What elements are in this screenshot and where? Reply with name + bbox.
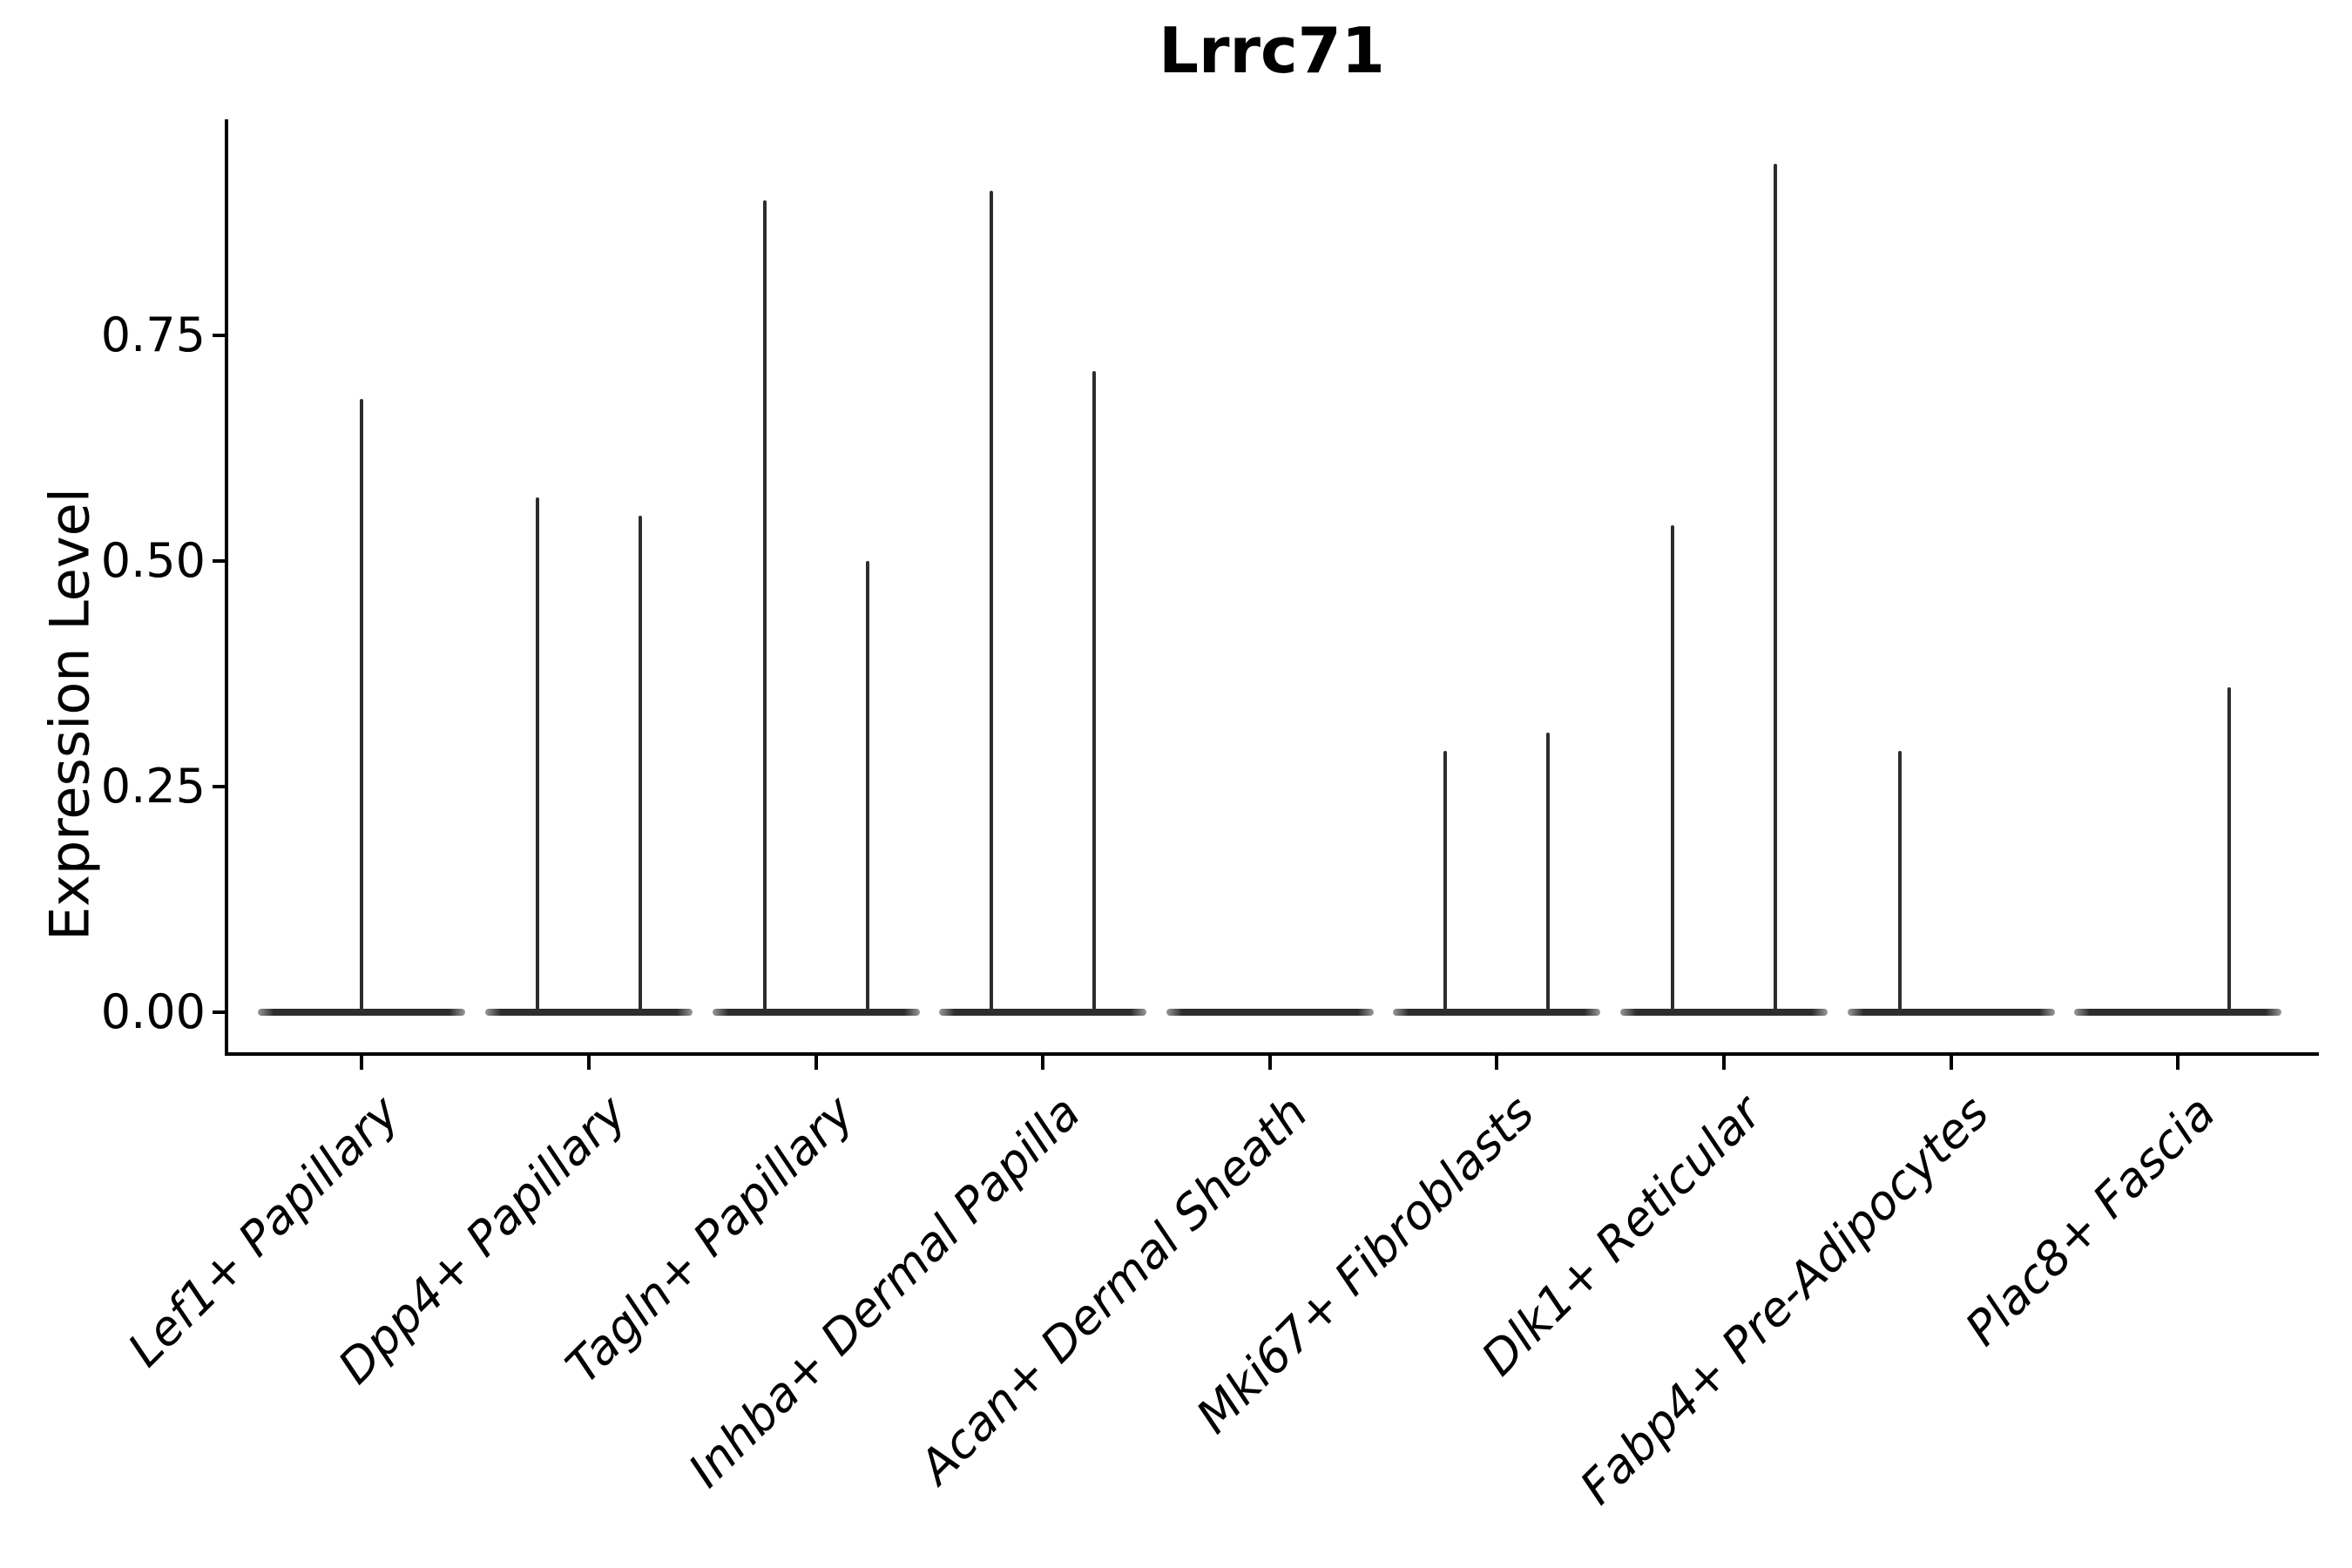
violin-spike: [1546, 732, 1551, 1012]
violin-spike: [865, 561, 869, 1012]
violin-baseline: [939, 1009, 1147, 1016]
y-tick-mark: [213, 785, 225, 788]
x-tick-label: Acan+ Dermal Sheath: [909, 1085, 1318, 1495]
x-tick-mark: [1949, 1056, 1953, 1070]
violin-spike: [639, 516, 642, 1012]
violin-spike: [360, 398, 364, 1012]
x-tick-mark: [587, 1056, 591, 1070]
violin-baseline: [1166, 1009, 1374, 1016]
x-tick-mark: [1041, 1056, 1045, 1070]
violin-spike: [1092, 371, 1097, 1012]
violin-spike: [1897, 750, 1902, 1012]
x-axis-spine: [225, 1052, 2319, 1056]
y-tick-mark: [213, 559, 225, 563]
violin-baseline: [712, 1009, 920, 1016]
x-tick-mark: [360, 1056, 364, 1070]
violin-spike: [536, 497, 539, 1012]
y-tick-label: 0.00: [100, 984, 206, 1039]
violin-spike: [1443, 750, 1448, 1012]
violin-baseline: [258, 1009, 466, 1016]
violin-spike: [762, 199, 767, 1012]
violin-baseline: [1847, 1009, 2055, 1016]
y-tick-mark: [213, 334, 225, 337]
x-tick-mark: [1267, 1056, 1272, 1070]
plot-title: Lrrc71: [1159, 14, 1385, 87]
x-tick-mark: [1495, 1056, 1499, 1070]
y-tick-label: 0.25: [100, 759, 206, 814]
x-tick-mark: [2176, 1056, 2180, 1070]
x-tick-label: Fabp4+ Pre-Adipocytes: [1569, 1085, 1999, 1515]
y-tick-label: 0.75: [100, 308, 206, 362]
x-tick-mark: [1722, 1056, 1726, 1070]
violin-baseline: [1620, 1009, 1828, 1016]
violin-baseline: [485, 1009, 693, 1016]
violin-spike: [990, 191, 994, 1012]
y-axis-spine: [225, 119, 228, 1056]
violin-baseline: [2074, 1009, 2282, 1016]
y-tick-mark: [213, 1010, 225, 1014]
violin-spike: [1774, 164, 1777, 1012]
violin-spike: [1671, 524, 1674, 1012]
y-tick-label: 0.50: [100, 533, 206, 588]
violin-spike: [2227, 687, 2232, 1012]
x-tick-label: Inhba+ Dermal Papilla: [678, 1085, 1092, 1498]
violin-baseline: [1393, 1009, 1601, 1016]
x-tick-mark: [814, 1056, 818, 1070]
